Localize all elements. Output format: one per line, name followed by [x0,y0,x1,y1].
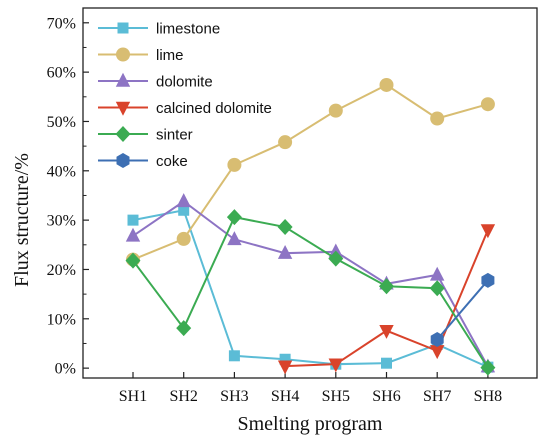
legend-item-coke: coke [98,153,188,170]
plot-frame [82,7,538,379]
x-tick-label: SH1 [119,388,147,405]
x-tick-label: SH5 [322,388,350,405]
legend: limestone lime dolomite calcined dolomite si… [98,21,272,170]
data-point-limestone [178,204,190,216]
legend-item-lime: lime [98,47,184,64]
legend-marker-sinter [115,126,131,142]
x-tick-label: SH4 [271,388,299,405]
x-tick-label: SH6 [372,388,400,405]
series-line-sinter [132,216,489,369]
legend-marker-coke [116,153,130,168]
legend-label-lime: lime [156,47,184,64]
data-point-dolomite [227,231,242,246]
data-point-calcined-dolomite [430,345,445,360]
series-layer [125,77,496,376]
axes: 0% 10% 20% 30% 40% 50% 60% 70% SH1 SH2 SH3 SH4 SH5 SH… [47,7,538,405]
x-tick-label: SH8 [474,388,502,405]
data-point-calcined-dolomite [277,360,293,375]
legend-label-sinter: sinter [156,127,193,144]
y-axis-title: Flux structure/% [11,153,33,287]
data-point-lime [480,97,495,112]
y-tick-label: 10% [47,311,76,328]
data-point-limestone [381,357,392,369]
x-axis-title: Smelting program [238,413,383,435]
data-point-sinter [277,219,293,236]
data-point-sinter [176,320,192,337]
data-point-calcined-dolomite [379,324,394,339]
y-tick-label: 20% [47,262,76,279]
data-point-dolomite [328,243,343,258]
data-point-sinter [226,209,242,226]
legend-marker-limestone [117,22,129,34]
data-point-sinter [379,278,394,295]
legend-label-limestone: limestone [156,21,220,38]
series-line-lime [132,83,489,261]
data-point-sinter [429,280,445,297]
data-point-lime [379,77,394,92]
data-point-lime [430,111,445,126]
data-point-sinter [480,359,496,376]
series-coke [430,272,495,348]
x-tick-label: SH3 [220,388,248,405]
y-tick-label: 50% [47,114,76,131]
data-point-coke [430,332,444,348]
data-point-sinter [328,250,344,267]
y-tick-label: 40% [47,163,76,180]
legend-label-dolomite: dolomite [156,74,213,91]
data-point-sinter [125,252,141,269]
y-tick-label: 70% [47,15,76,32]
data-point-lime [227,157,242,172]
y-tick-label: 0% [55,361,76,378]
series-line-calcined-dolomite [285,229,489,368]
data-point-coke [481,272,495,288]
legend-marker-dolomite [115,72,131,87]
data-point-dolomite [125,227,141,242]
data-point-lime [278,135,293,150]
data-point-limestone [127,214,139,226]
series-line-coke [436,279,489,341]
data-point-limestone [279,353,291,365]
series-calcined-dolomite [277,224,496,375]
legend-label-calcined-dolomite: calcined dolomite [156,100,272,117]
legend-item-dolomite: dolomite [98,72,213,91]
legend-label-coke: coke [156,153,188,170]
legend-item-calcined-dolomite: calcined dolomite [98,100,272,117]
data-point-dolomite [430,266,445,281]
data-point-lime [176,231,191,246]
data-point-dolomite [277,244,293,259]
y-tick-label: 60% [47,65,76,82]
legend-item-limestone: limestone [98,21,220,38]
x-tick-label: SH2 [169,388,197,405]
x-tick-label: SH7 [423,388,451,405]
data-point-calcined-dolomite [480,224,496,239]
data-point-lime [328,103,343,118]
legend-marker-lime [116,47,130,62]
data-point-limestone [228,350,240,362]
legend-marker-calcined-dolomite [115,101,131,116]
y-tick-label: 30% [47,213,76,230]
series-sinter [125,209,496,376]
series-line-dolomite [132,200,489,368]
data-point-dolomite [176,193,191,208]
legend-item-sinter: sinter [98,126,193,144]
data-point-calcined-dolomite [328,358,343,373]
